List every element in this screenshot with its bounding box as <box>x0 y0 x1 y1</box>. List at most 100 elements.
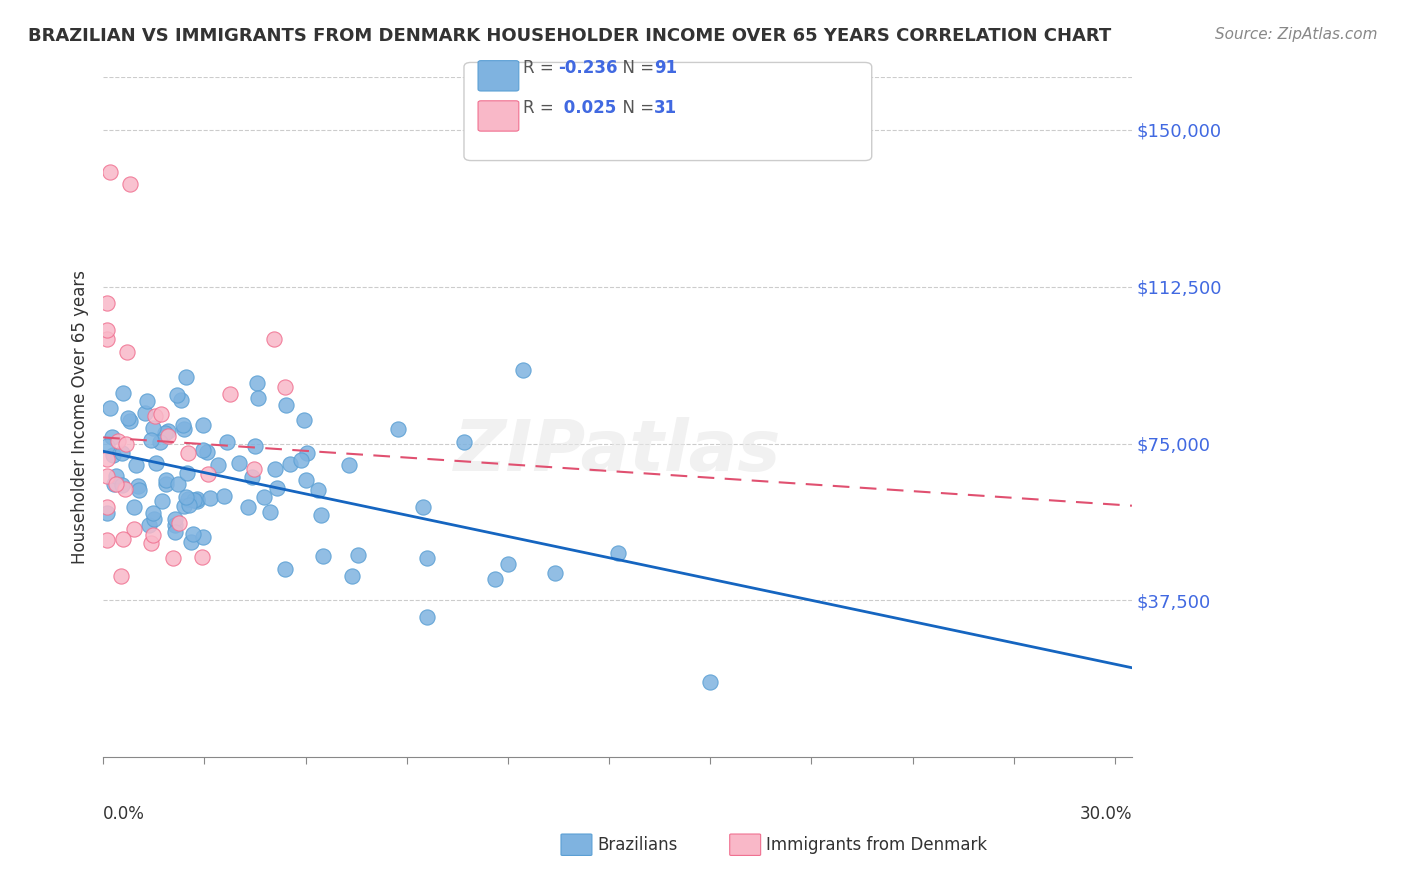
Brazilians <box>309 508 332 523</box>
Brazilians <box>128 483 150 497</box>
Brazilians <box>124 458 146 472</box>
Brazilians <box>200 491 222 506</box>
Brazilians <box>280 457 302 471</box>
Text: R =: R = <box>523 59 560 77</box>
Immigrants from Denmark <box>96 533 118 547</box>
Text: N =: N = <box>612 99 659 117</box>
Brazilians <box>145 456 167 470</box>
Brazilians <box>170 393 193 408</box>
Brazilians <box>163 518 186 533</box>
Brazilians <box>176 491 198 505</box>
Brazilians <box>337 458 360 472</box>
Brazilians <box>512 363 534 377</box>
Brazilians <box>103 477 125 491</box>
Brazilians <box>165 525 187 540</box>
Text: 0.0%: 0.0% <box>103 805 145 823</box>
Brazilians <box>191 443 214 458</box>
Brazilians <box>150 494 173 508</box>
Brazilians <box>236 500 259 515</box>
Immigrants from Denmark <box>96 323 118 337</box>
Immigrants from Denmark <box>139 536 162 550</box>
Brazilians <box>179 498 201 512</box>
Brazilians <box>149 435 172 450</box>
Text: Source: ZipAtlas.com: Source: ZipAtlas.com <box>1215 27 1378 42</box>
Brazilians <box>172 417 194 432</box>
Brazilians <box>127 478 149 492</box>
Brazilians <box>312 549 335 563</box>
Brazilians <box>153 425 176 440</box>
Immigrants from Denmark <box>111 532 134 546</box>
Brazilians <box>138 517 160 532</box>
Brazilians <box>103 448 125 462</box>
Brazilians <box>117 410 139 425</box>
Brazilians <box>141 434 163 448</box>
Text: 31: 31 <box>654 99 676 117</box>
Brazilians <box>96 439 118 453</box>
Brazilians <box>240 470 263 484</box>
Text: Brazilians: Brazilians <box>598 836 678 854</box>
Brazilians <box>176 466 198 480</box>
Brazilians <box>191 417 214 432</box>
Brazilians <box>111 478 134 492</box>
Brazilians <box>274 562 297 576</box>
Brazilians <box>143 512 166 526</box>
Text: 0.025: 0.025 <box>558 99 616 117</box>
Immigrants from Denmark <box>122 522 145 536</box>
Y-axis label: Householder Income Over 65 years: Householder Income Over 65 years <box>72 270 89 565</box>
Brazilians <box>142 507 165 521</box>
Brazilians <box>167 476 190 491</box>
Brazilians <box>453 435 475 450</box>
Brazilians <box>266 481 288 495</box>
Immigrants from Denmark <box>96 468 118 483</box>
Brazilians <box>186 492 208 507</box>
Text: Immigrants from Denmark: Immigrants from Denmark <box>766 836 987 854</box>
Immigrants from Denmark <box>114 437 136 451</box>
Brazilians <box>496 557 519 571</box>
Brazilians <box>96 506 118 520</box>
Brazilians <box>387 422 409 436</box>
Text: N =: N = <box>612 59 659 77</box>
Immigrants from Denmark <box>274 380 297 394</box>
Brazilians <box>214 490 236 504</box>
Brazilians <box>177 491 200 506</box>
Brazilians <box>245 376 267 391</box>
Brazilians <box>174 370 197 384</box>
Text: -0.236: -0.236 <box>558 59 617 77</box>
Immigrants from Denmark <box>96 296 118 310</box>
Brazilians <box>134 406 156 420</box>
Brazilians <box>274 398 297 412</box>
Brazilians <box>307 483 329 498</box>
Brazilians <box>197 445 219 459</box>
Brazilians <box>215 434 238 449</box>
Immigrants from Denmark <box>263 332 285 346</box>
Brazilians <box>544 566 567 580</box>
Brazilians <box>607 546 630 560</box>
Brazilians <box>484 572 506 586</box>
Brazilians <box>297 446 319 460</box>
Immigrants from Denmark <box>115 345 138 359</box>
Brazilians <box>135 393 157 408</box>
Immigrants from Denmark <box>190 550 212 565</box>
Immigrants from Denmark <box>149 408 172 422</box>
Immigrants from Denmark <box>96 452 118 467</box>
Brazilians <box>346 548 368 562</box>
Immigrants from Denmark <box>167 516 190 531</box>
Immigrants from Denmark <box>218 387 240 401</box>
Text: 30.0%: 30.0% <box>1080 805 1132 823</box>
Brazilians <box>193 530 215 544</box>
Brazilians <box>155 473 177 487</box>
Brazilians <box>259 505 281 519</box>
Brazilians <box>247 391 270 405</box>
Brazilians <box>290 452 312 467</box>
Brazilians <box>111 445 134 459</box>
Immigrants from Denmark <box>104 477 127 491</box>
Brazilians <box>186 494 208 508</box>
Text: R =: R = <box>523 99 560 117</box>
Brazilians <box>412 500 434 514</box>
Brazilians <box>263 462 285 476</box>
Text: BRAZILIAN VS IMMIGRANTS FROM DENMARK HOUSEHOLDER INCOME OVER 65 YEARS CORRELATIO: BRAZILIAN VS IMMIGRANTS FROM DENMARK HOU… <box>28 27 1111 45</box>
Immigrants from Denmark <box>197 467 219 481</box>
Brazilians <box>180 534 202 549</box>
Brazilians <box>207 458 229 472</box>
Brazilians <box>165 511 187 525</box>
